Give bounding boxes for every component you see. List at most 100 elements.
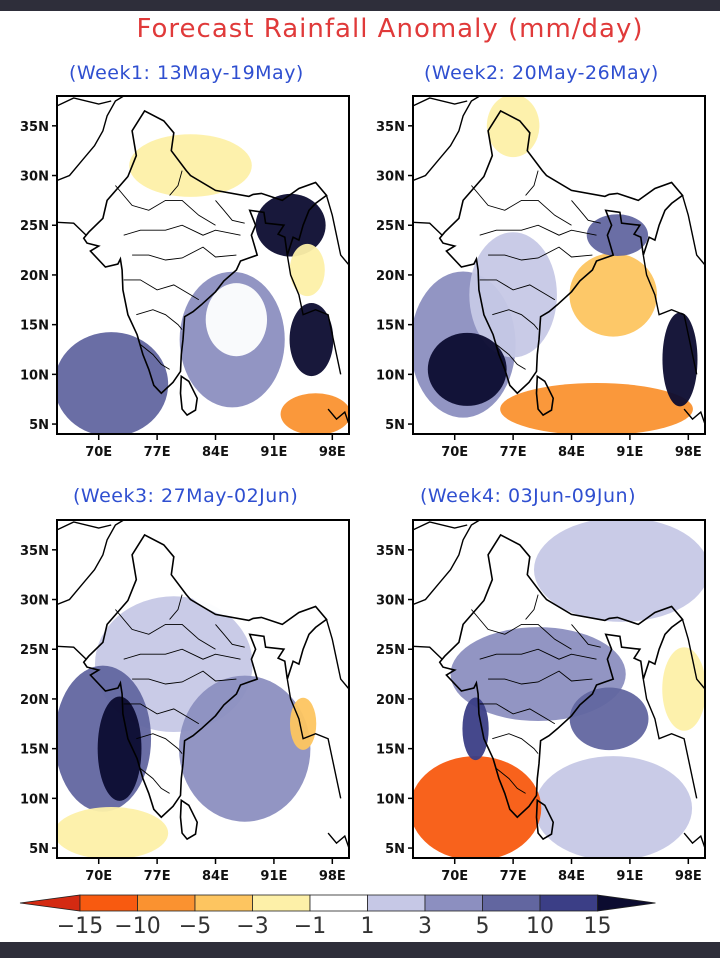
anomaly-region-himalayan-foothills: [129, 134, 252, 197]
x-tick-label: 98E: [675, 869, 702, 884]
anomaly-region-myanmar-coast: [289, 697, 317, 750]
anomaly-region-southeast-corner: [280, 393, 349, 434]
y-tick-label: 10N: [376, 792, 405, 807]
anomaly-region-central-bay: [569, 253, 658, 337]
y-tick-label: 5N: [385, 842, 405, 857]
x-tick-label: 91E: [260, 869, 287, 884]
panel-title-week4: (Week4: 03Jun-09Jun): [420, 485, 636, 507]
country-boundary: [683, 408, 705, 425]
srilanka-outline: [179, 374, 199, 417]
y-tick-label: 35N: [20, 544, 49, 559]
state-boundary: [169, 594, 183, 620]
colorbar-box: [252, 894, 311, 912]
state-boundary: [479, 703, 556, 725]
state-boundary: [492, 733, 539, 754]
colorbar: −15 −10 −5 −3 −1 1 3 5 10 15: [19, 894, 656, 939]
colorbar-box: [424, 894, 483, 912]
colorbar-extend-low: [19, 894, 81, 912]
anomaly-region-andaman-sea: [289, 303, 334, 377]
country-boundary: [413, 645, 443, 660]
state-boundary: [136, 733, 183, 754]
y-tick-label: 30N: [376, 170, 405, 185]
state-boundary: [123, 648, 241, 660]
anomaly-region-south-arabian-sea: [57, 807, 169, 858]
y-tick-label: 10N: [376, 368, 405, 383]
state-boundary: [215, 200, 245, 224]
state-boundary: [140, 344, 170, 370]
anomaly-region-arabian-sea-south: [57, 332, 169, 434]
state-boundary: [525, 594, 539, 620]
x-tick-label: 98E: [319, 445, 346, 460]
anomaly-field: [413, 520, 705, 858]
x-tick-label: 91E: [616, 869, 643, 884]
country-boundary: [57, 521, 112, 531]
country-boundary: [325, 195, 349, 266]
y-tick-label: 35N: [376, 544, 405, 559]
state-boundary: [123, 703, 200, 725]
map-panel-week2: 35N 30N 25N 20N 15N 10N 5N 70E 77E 84E 91E 98E: [376, 95, 706, 460]
country-boundary: [413, 97, 468, 107]
country-boundary: [413, 520, 481, 606]
state-boundary: [479, 279, 556, 301]
state-boundary: [571, 624, 601, 648]
panel-title-week1: (Week1: 13May-19May): [69, 62, 304, 84]
top-bar: [0, 0, 720, 11]
y-tick-label: 10N: [20, 368, 49, 383]
colorbar-box: [482, 894, 541, 912]
country-boundary: [642, 254, 698, 375]
panel-title-week2: (Week2: 20May-26May): [424, 62, 659, 84]
x-tick-label: 70E: [441, 869, 468, 884]
anomaly-region-andaman-sea: [662, 312, 698, 407]
colorbar-box: [309, 894, 368, 912]
x-tick-label: 77E: [500, 869, 527, 884]
x-tick-label: 98E: [675, 445, 702, 460]
y-tick-label: 10N: [20, 792, 49, 807]
colorbar-label: 5: [476, 914, 490, 939]
state-boundary: [471, 609, 572, 650]
colorbar-label: −1: [294, 914, 326, 939]
anomaly-region-jammu-kashmir: [486, 96, 540, 158]
y-tick-label: 5N: [29, 842, 49, 857]
anomaly-region-bay-of-bengal: [179, 675, 311, 822]
anomaly-field: [413, 96, 705, 434]
india-outline: [438, 109, 684, 395]
country-boundary: [286, 678, 342, 799]
x-tick-label: 84E: [202, 445, 229, 460]
colorbar-box: [367, 894, 426, 912]
state-boundary: [123, 224, 241, 236]
colorbar-extend-high: [597, 894, 656, 912]
y-tick-label: 15N: [376, 743, 405, 758]
country-boundary: [57, 97, 112, 107]
x-tick-label: 70E: [85, 445, 112, 460]
y-tick-label: 20N: [20, 269, 49, 284]
x-tick-label: 77E: [144, 869, 171, 884]
map-frame: [412, 519, 706, 859]
y-tick-label: 25N: [20, 643, 49, 658]
state-boundary: [571, 200, 601, 224]
bottom-bar: [0, 942, 720, 958]
y-tick-label: 25N: [376, 219, 405, 234]
y-tick-label: 20N: [20, 693, 49, 708]
state-boundary: [496, 768, 526, 794]
figure-title: Forecast Rainfall Anomaly (mm/day): [136, 14, 644, 44]
x-tick-label: 84E: [558, 869, 585, 884]
country-boundary: [57, 645, 87, 660]
country-boundary: [413, 521, 468, 531]
colorbar-label: 10: [526, 914, 554, 939]
y-tick-label: 15N: [20, 743, 49, 758]
y-tick-label: 30N: [376, 594, 405, 609]
country-boundary: [325, 619, 349, 690]
srilanka-outline: [179, 798, 199, 841]
y-tick-label: 35N: [20, 120, 49, 135]
state-boundary: [115, 609, 216, 650]
state-boundary: [215, 624, 245, 648]
y-tick-label: 20N: [376, 269, 405, 284]
country-boundary: [327, 408, 349, 425]
x-tick-label: 70E: [85, 869, 112, 884]
country-boundary: [327, 832, 349, 849]
country-boundary: [681, 195, 705, 266]
anomaly-region-tibet: [177, 520, 349, 622]
state-boundary: [136, 309, 183, 330]
y-tick-label: 30N: [20, 594, 49, 609]
x-tick-label: 70E: [441, 445, 468, 460]
